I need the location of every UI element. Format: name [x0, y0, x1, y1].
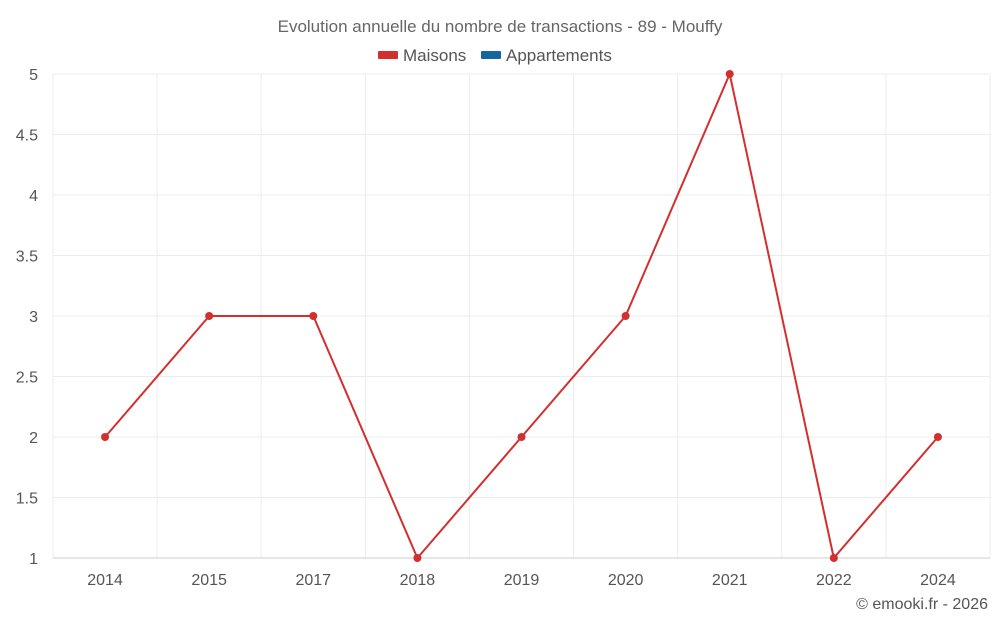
data-point — [621, 312, 630, 320]
grid — [52, 73, 991, 559]
y-tick-label: 4.5 — [16, 128, 38, 145]
legend[interactable]: Maisons Appartements — [378, 46, 612, 65]
data-point — [309, 312, 318, 320]
y-tick-label: 3.5 — [16, 249, 38, 266]
legend-label-maisons: Maisons — [403, 46, 466, 65]
x-tick-label: 2014 — [87, 572, 123, 589]
x-tick-label: 2022 — [816, 572, 852, 589]
x-tick-label: 2020 — [608, 572, 644, 589]
data-point — [933, 433, 942, 441]
x-tick-label: 2018 — [400, 572, 436, 589]
data-point — [205, 312, 214, 320]
y-axis-ticks: 1 1.5 2 2.5 3 3.5 4 4.5 5 — [16, 67, 38, 568]
credit-text: © emooki.fr - 2026 — [856, 596, 988, 613]
data-point — [517, 433, 526, 441]
x-axis-ticks: 2014 2015 2017 2018 2019 2020 2021 2022 2024 — [87, 572, 956, 589]
legend-item-appartements[interactable]: Appartements — [481, 46, 612, 65]
data-point — [829, 554, 838, 562]
data-point — [413, 554, 422, 562]
legend-swatch-maisons — [378, 51, 398, 59]
data-point — [725, 70, 734, 78]
data-point — [101, 433, 110, 441]
x-tick-label: 2017 — [295, 572, 331, 589]
chart-title: Evolution annuelle du nombre de transact… — [278, 17, 723, 36]
y-tick-label: 4 — [29, 188, 38, 205]
legend-item-maisons[interactable]: Maisons — [378, 46, 466, 65]
legend-swatch-appartements — [481, 51, 501, 59]
y-tick-label: 3 — [29, 309, 38, 326]
y-tick-label: 1 — [29, 551, 38, 568]
series-maisons — [101, 70, 942, 562]
y-tick-label: 1.5 — [16, 491, 38, 508]
x-tick-label: 2015 — [191, 572, 227, 589]
x-tick-label: 2021 — [712, 572, 748, 589]
y-tick-label: 5 — [29, 67, 38, 84]
y-tick-label: 2.5 — [16, 370, 38, 387]
legend-label-appartements: Appartements — [506, 46, 612, 65]
y-tick-label: 2 — [29, 430, 38, 447]
x-tick-label: 2019 — [504, 572, 540, 589]
x-tick-label: 2024 — [920, 572, 956, 589]
